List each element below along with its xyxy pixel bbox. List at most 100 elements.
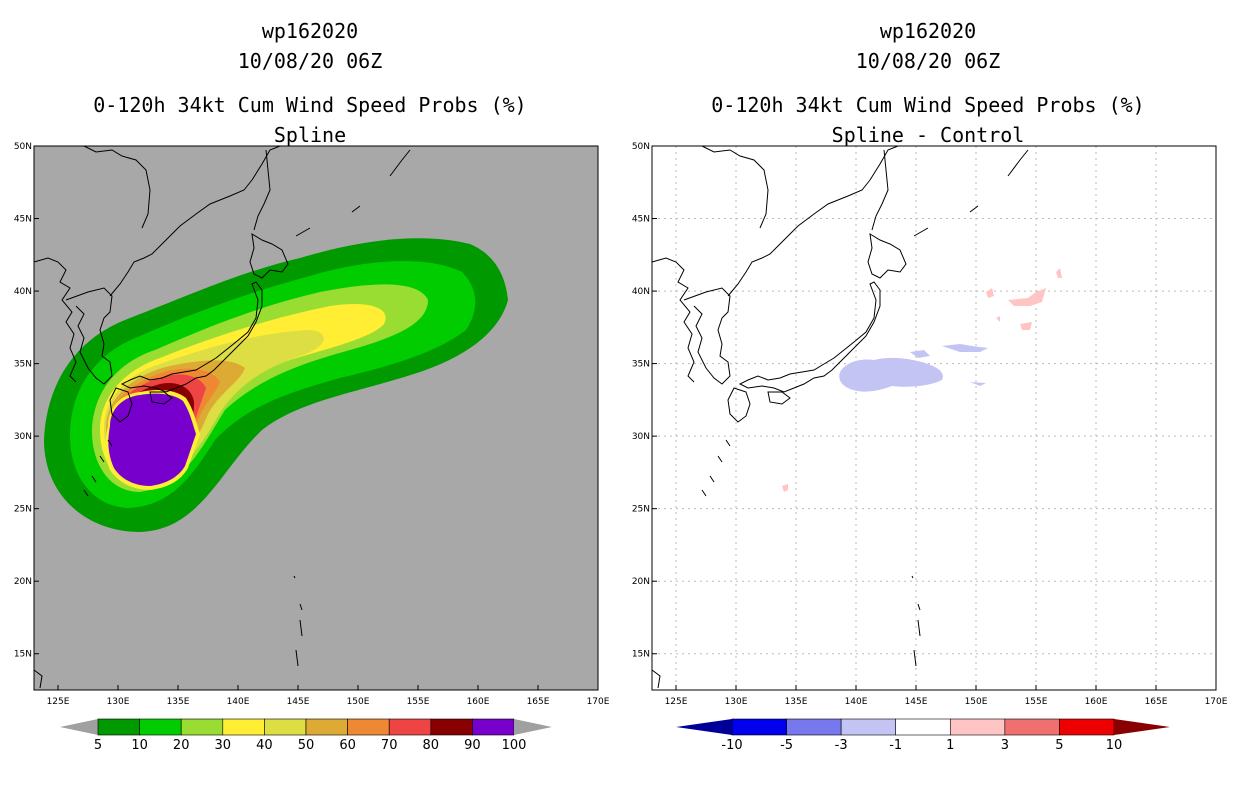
negative-diff-area <box>910 350 930 358</box>
lon-label: 140E <box>845 697 868 707</box>
colorbar-label: -1 <box>889 738 902 753</box>
probability-contours <box>44 238 508 533</box>
datetime: 10/08/20 06Z <box>237 49 383 73</box>
ocean-background <box>652 146 1216 690</box>
lat-label: 35N <box>14 360 32 370</box>
positive-diff-area <box>1056 268 1062 278</box>
colorbar-label: 20 <box>173 738 190 753</box>
subtitle: Spline <box>273 123 347 147</box>
negative-diff-area <box>942 344 988 352</box>
lon-label: 125E <box>47 697 70 707</box>
lon-label: 160E <box>1085 697 1108 707</box>
negative-diff-area <box>839 357 943 392</box>
colorbar-swatch <box>1004 718 1060 736</box>
colorbar-label: -3 <box>835 738 848 753</box>
positive-diff-area <box>1008 288 1046 306</box>
contour-100 <box>108 393 196 486</box>
lon-label: 155E <box>1025 697 1048 707</box>
lon-label: 150E <box>347 697 370 707</box>
colorbar-swatch <box>840 718 897 736</box>
lat-label: 30N <box>14 432 32 442</box>
lat-label: 20N <box>14 577 32 587</box>
right-panel-title: wp162020 10/08/20 06Z 0-120h 34kt Cum Wi… <box>648 16 1208 150</box>
colorbar-label: 30 <box>215 738 232 753</box>
colorbar-label: 90 <box>464 738 481 753</box>
colorbar-label: 3 <box>1001 738 1009 753</box>
right-colorbar: -10 -5 -3 -1 1 3 5 10 <box>676 718 1170 753</box>
colorbar-label: 70 <box>381 738 398 753</box>
lat-label: 20N <box>632 577 650 587</box>
colorbar-swatch <box>786 718 842 736</box>
positive-diff-area <box>782 484 788 492</box>
colorbar-under-arrow <box>676 719 732 735</box>
colorbar-label: 5 <box>1055 738 1063 753</box>
subtitle: Spline - Control <box>831 123 1025 147</box>
lon-label: 160E <box>467 697 490 707</box>
datetime: 10/08/20 06Z <box>855 49 1001 73</box>
lon-label: 170E <box>1205 697 1228 707</box>
colorbar-swatch <box>1059 718 1115 736</box>
positive-diff-area <box>986 288 994 298</box>
lon-label: 135E <box>785 697 808 707</box>
colorbar-label: 1 <box>946 738 954 753</box>
colorbar-swatch <box>430 718 473 736</box>
lat-label: 35N <box>632 360 650 370</box>
colorbar-swatch <box>180 718 224 736</box>
colorbar-swatch <box>949 718 1006 736</box>
storm-id: wp162020 <box>261 19 359 43</box>
colorbar-label: 100 <box>502 738 527 753</box>
lat-label: 40N <box>14 287 32 297</box>
positive-diff-area <box>996 316 1000 322</box>
colorbar-swatch <box>895 718 951 736</box>
axis-ticks: 50N 45N 40N 35N 30N 25N 20N 15N 125E 130E 135E 140E… <box>632 142 1228 707</box>
lon-label: 155E <box>407 697 430 707</box>
colorbar-over-arrow <box>514 719 552 735</box>
colorbar-swatch <box>731 718 787 736</box>
colorbar-swatch <box>222 718 265 736</box>
lon-label: 170E <box>587 697 610 707</box>
product-title: 0-120h 34kt Cum Wind Speed Probs (%) <box>711 93 1145 117</box>
colorbar-over-arrow <box>1114 719 1170 735</box>
colorbar-swatch <box>264 718 307 736</box>
map-frame <box>651 145 1217 691</box>
lon-label: 140E <box>227 697 250 707</box>
lon-label: 130E <box>725 697 748 707</box>
colorbar-label: 80 <box>423 738 440 753</box>
lat-label: 30N <box>632 432 650 442</box>
positive-diff-area <box>1020 322 1032 330</box>
product-title: 0-120h 34kt Cum Wind Speed Probs (%) <box>93 93 527 117</box>
colorbar-label: 10 <box>1106 738 1123 753</box>
left-map: 50N 45N 40N 35N 30N 25N 20N 15N 125E 130E 135E 140E… <box>14 142 610 707</box>
colorbar-swatch <box>305 718 348 736</box>
lon-label: 125E <box>665 697 688 707</box>
colorbar-label: -5 <box>780 738 793 753</box>
left-panel-title: wp162020 10/08/20 06Z 0-120h 34kt Cum Wi… <box>30 16 590 150</box>
colorbar-label: 60 <box>339 738 356 753</box>
colorbar-swatch <box>139 718 182 736</box>
colorbar-swatch <box>472 718 515 736</box>
colorbar-label: 5 <box>94 738 102 753</box>
lat-label: 40N <box>632 287 650 297</box>
lat-label: 15N <box>14 650 32 660</box>
colorbar-label: 40 <box>256 738 273 753</box>
colorbar-under-arrow <box>60 719 98 735</box>
lat-label: 25N <box>14 505 32 515</box>
lat-label: 15N <box>632 650 650 660</box>
left-colorbar: 5 10 20 30 40 50 60 70 80 90 100 <box>60 718 552 753</box>
colorbar-label: 50 <box>298 738 315 753</box>
lon-label: 165E <box>527 697 550 707</box>
lon-label: 165E <box>1145 697 1168 707</box>
lat-label: 50N <box>14 142 32 152</box>
storm-id: wp162020 <box>879 19 977 43</box>
lon-label: 150E <box>965 697 988 707</box>
colorbar-swatch <box>347 718 390 736</box>
lat-label: 50N <box>632 142 650 152</box>
colorbar-label: -10 <box>721 738 742 753</box>
colorbar-swatch <box>388 718 432 736</box>
axis-ticks: 50N 45N 40N 35N 30N 25N 20N 15N 125E 130E 135E 140E… <box>14 142 610 707</box>
colorbar-swatch <box>97 718 140 736</box>
lat-label: 45N <box>14 215 32 225</box>
difference-contours <box>782 268 1062 492</box>
map-frame <box>33 145 599 691</box>
